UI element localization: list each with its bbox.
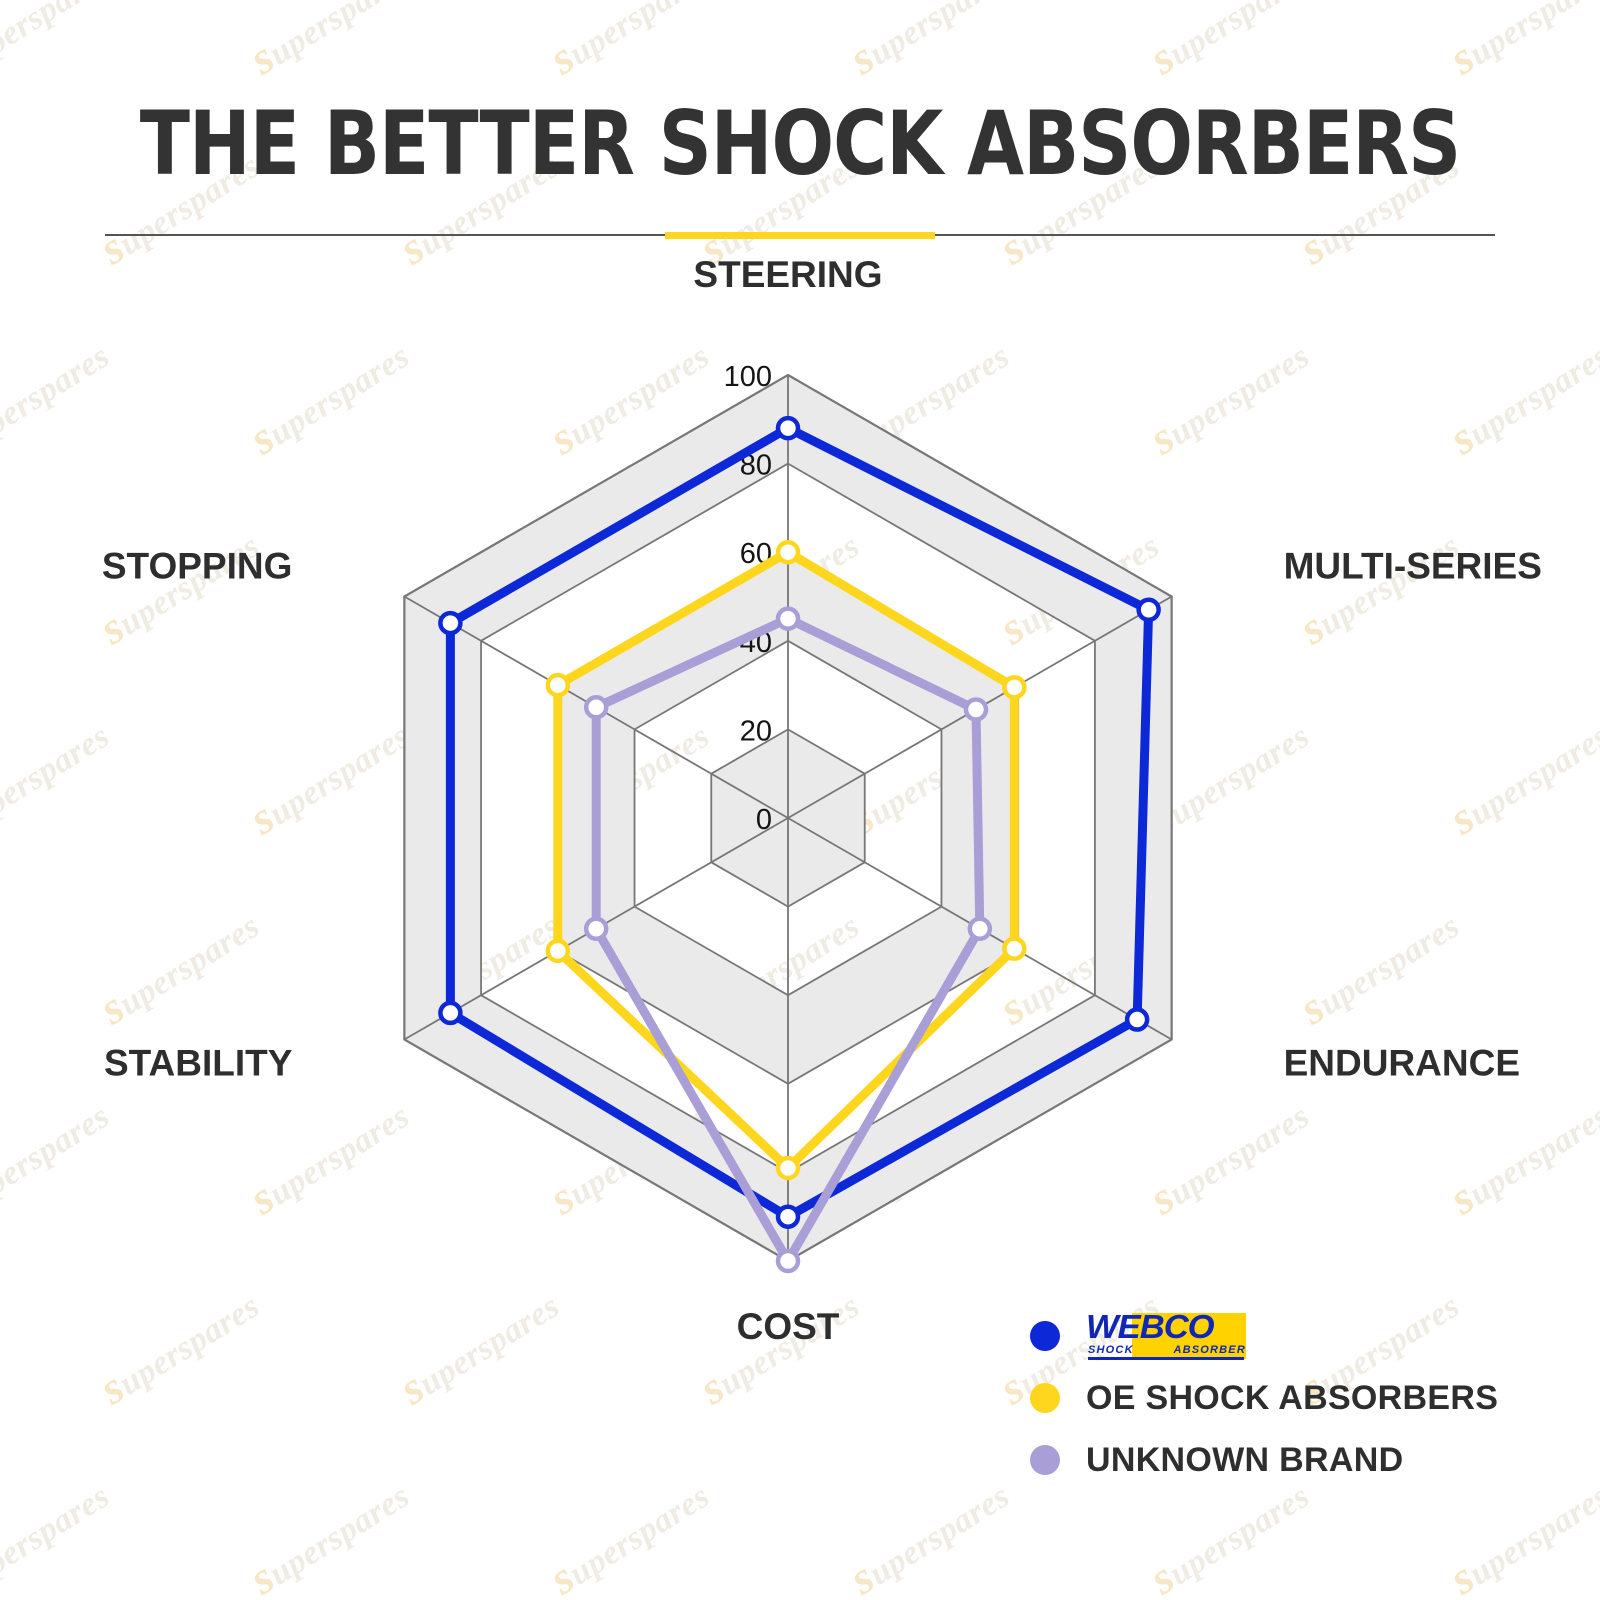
axis-label-stopping: STOPPING xyxy=(102,546,293,587)
webco-logo: WEBCO SHOCK ABSORBER xyxy=(1086,1310,1246,1361)
series-point-2-4 xyxy=(583,916,609,941)
grid-band-1 xyxy=(557,552,1019,1084)
series-point-1-3 xyxy=(775,1155,801,1181)
series-point-0-0 xyxy=(775,415,801,441)
logo-subtitle-right: ABSORBER xyxy=(1173,1344,1246,1356)
series-point-1-4 xyxy=(545,938,571,964)
legend-swatch-icon xyxy=(1030,1445,1060,1475)
series-point-1-1 xyxy=(1002,675,1027,700)
legend-label: OE SHOCK ABSORBERS xyxy=(1086,1378,1499,1417)
series-point-1-2 xyxy=(1002,936,1027,961)
logo-underline xyxy=(1088,1357,1244,1360)
logo-subtitle: SHOCK ABSORBER xyxy=(1088,1344,1246,1356)
legend-swatch-icon xyxy=(1030,1383,1060,1413)
series-point-1-0 xyxy=(775,539,801,565)
series-point-0-4 xyxy=(438,1000,463,1026)
axis-label-endurance: ENDURANCE xyxy=(1284,1043,1520,1084)
legend-swatch-icon xyxy=(1030,1321,1060,1351)
axis-label-multi-series: MULTI-SERIES xyxy=(1284,546,1542,587)
divider-accent xyxy=(665,232,935,239)
title-divider xyxy=(105,232,1495,239)
legend-label: UNKNOWN BRAND xyxy=(1086,1440,1404,1479)
tick-label-100: 100 xyxy=(724,361,772,393)
axis-label-steering: STEERING xyxy=(693,254,882,295)
series-point-2-2 xyxy=(967,916,993,941)
chart-legend: WEBCO SHOCK ABSORBER OE SHOCK ABSORBERS UNKN… xyxy=(1030,1305,1498,1491)
title-text: THE BETTER SHOCK ABSORBERS xyxy=(139,92,1461,195)
series-point-0-3 xyxy=(775,1204,801,1229)
tick-label-0: 0 xyxy=(756,804,772,836)
series-point-1-5 xyxy=(545,672,571,698)
legend-item[interactable]: WEBCO SHOCK ABSORBER xyxy=(1030,1305,1498,1367)
legend-item[interactable]: OE SHOCK ABSORBERS xyxy=(1030,1367,1498,1429)
tick-label-20: 20 xyxy=(740,715,772,747)
logo-wordmark: WEBCO xyxy=(1086,1308,1215,1345)
series-point-0-1 xyxy=(1136,597,1161,623)
series-point-2-3 xyxy=(775,1248,801,1274)
series-point-2-1 xyxy=(963,697,989,722)
axis-label-stability: STABILITY xyxy=(104,1043,293,1084)
legend-item[interactable]: UNKNOWN BRAND xyxy=(1030,1429,1498,1491)
series-point-0-2 xyxy=(1124,1007,1150,1032)
axis-label-cost: COST xyxy=(737,1306,840,1347)
series-point-2-0 xyxy=(775,606,801,631)
page-title: THE BETTER SHOCK ABSORBERS xyxy=(0,100,1600,188)
series-point-2-5 xyxy=(583,695,609,720)
series-point-0-5 xyxy=(438,610,463,636)
logo-yellow-block xyxy=(1132,1313,1246,1359)
logo-subtitle-left: SHOCK xyxy=(1088,1344,1134,1356)
